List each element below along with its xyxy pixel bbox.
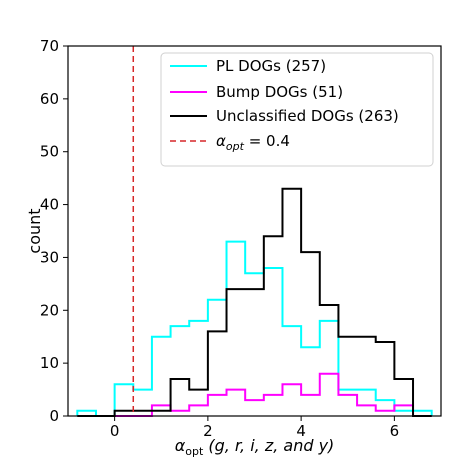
legend-ref-alpha: α: [216, 132, 226, 150]
y-tick-label: 30: [40, 248, 59, 266]
y-tick-label: 60: [40, 90, 59, 108]
legend: PL DOGs (257) Bump DOGs (51) Unclassified …: [160, 52, 434, 167]
series-1-step: [76, 240, 433, 417]
legend-box: [160, 52, 434, 167]
series-3-step: [77, 187, 432, 417]
legend-label-2: Bump DOGs (51): [216, 83, 343, 101]
x-axis-label: αopt (g, r, i, z, and y): [175, 436, 335, 458]
x-tick-label: 4: [296, 422, 306, 440]
legend-ref-subscript: opt: [226, 140, 245, 153]
x-tick-label: 0: [110, 422, 120, 440]
series-2-step: [77, 372, 432, 417]
x-label-bands: (g, r, i, z, and y): [203, 436, 334, 455]
plot-area: [76, 46, 433, 417]
x-label-alpha: α: [175, 436, 186, 455]
x-tick-label: 6: [390, 422, 400, 440]
y-tick-label: 40: [40, 196, 59, 214]
x-tick-label: 2: [203, 422, 213, 440]
legend-label-1: PL DOGs (257): [216, 57, 326, 75]
y-tick-label: 70: [40, 37, 59, 55]
y-tick-label: 20: [40, 301, 59, 319]
y-tick-label: 0: [49, 407, 59, 425]
y-tick-label: 50: [40, 143, 59, 161]
legend-ref-value: = 0.4: [244, 132, 290, 150]
x-label-subscript: opt: [185, 445, 204, 458]
axes-frame: [67, 45, 442, 417]
y-tick-label: 10: [40, 354, 59, 372]
legend-label-3: Unclassified DOGs (263): [216, 107, 399, 125]
y-axis-label: count: [25, 208, 44, 253]
legend-label-reference: αopt = 0.4: [216, 132, 290, 153]
